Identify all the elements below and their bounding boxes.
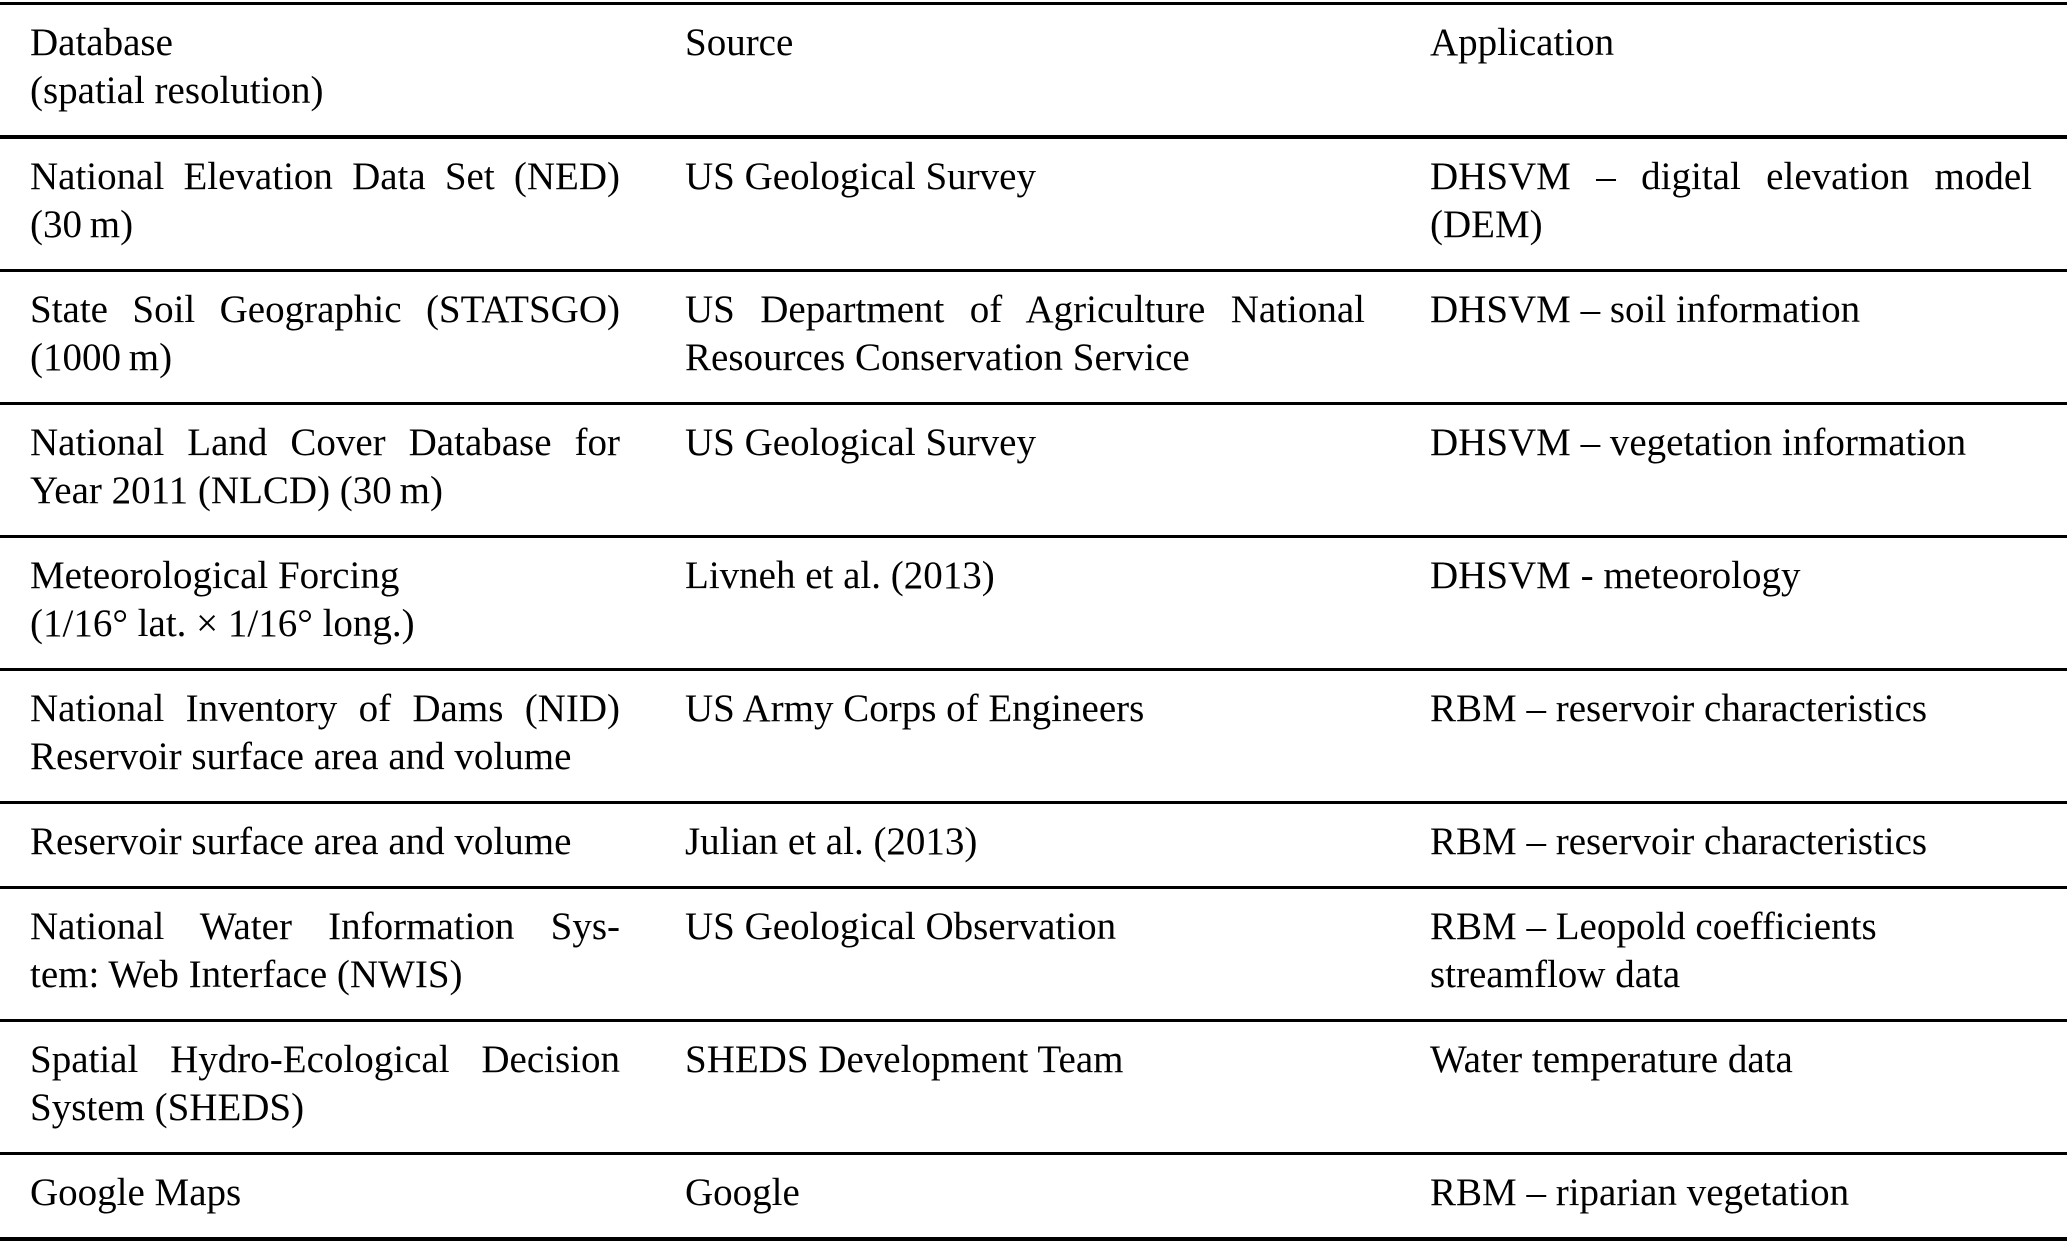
cell-line: US Army Corps of Engineers <box>685 687 1145 730</box>
cell-line: streamflow data <box>1430 953 1681 996</box>
cell-source: US Geological Survey <box>655 404 1400 537</box>
cell-line: SHEDS Development Team <box>685 1038 1124 1081</box>
cell-line: (spatial resolution) <box>30 69 324 112</box>
table-row: National Elevation Data Set (NED) (30 m) … <box>0 137 2067 271</box>
cell-source: US Department of Agriculture National Res… <box>655 271 1400 404</box>
cell-line: Julian et al. (2013) <box>685 820 978 863</box>
cell-line: RBM – reservoir characteristics <box>1430 687 1928 730</box>
cell-line: System (SHEDS) <box>30 1086 305 1129</box>
header-database: Database (spatial resolution) <box>0 4 655 138</box>
cell-database: National Land Cover Database for Year 201… <box>0 404 655 537</box>
cell-line: National Inventory of Dams (NID) <box>30 687 620 730</box>
cell-database: State Soil Geographic (STATSGO) (1000 m) <box>0 271 655 404</box>
cell-line: (DEM) <box>1430 203 1543 246</box>
cell-database: Meteorological Forcing (1/16° lat. × 1/16… <box>0 537 655 670</box>
cell-source: US Geological Survey <box>655 137 1400 271</box>
cell-line: Google <box>685 1171 800 1214</box>
cell-application: RBM – reservoir characteristics <box>1400 803 2067 888</box>
cell-line: State Soil Geographic (STATSGO) <box>30 288 620 331</box>
cell-line: Reservoir surface area and volume <box>30 820 572 863</box>
cell-database: Google Maps <box>0 1154 655 1240</box>
cell-line: US Geological Survey <box>685 421 1036 464</box>
cell-database: Spatial Hydro-Ecological Decision System … <box>0 1021 655 1154</box>
cell-line: Water temperature data <box>1430 1038 1793 1081</box>
cell-line: National Water Information Sys- <box>30 905 620 948</box>
cell-application: RBM – riparian vegetation <box>1400 1154 2067 1240</box>
header-application: Application <box>1400 4 2067 138</box>
cell-line: DHSVM – digital elevation model <box>1430 155 2032 198</box>
cell-database: National Water Information Sys-tem: Web … <box>0 888 655 1021</box>
cell-line: US Geological Survey <box>685 155 1036 198</box>
cell-line: Reservoir surface area and volume <box>30 735 572 778</box>
cell-line: (1000 m) <box>30 336 173 379</box>
cell-source: Julian et al. (2013) <box>655 803 1400 888</box>
cell-source: US Army Corps of Engineers <box>655 670 1400 803</box>
cell-line: RBM – reservoir characteristics <box>1430 820 1928 863</box>
table-row: Google Maps Google RBM – riparian vegeta… <box>0 1154 2067 1240</box>
cell-application: RBM – Leopold coefficients streamflow dat… <box>1400 888 2067 1021</box>
cell-line: Source <box>685 21 794 64</box>
cell-line: DHSVM - meteorology <box>1430 554 1801 597</box>
cell-line: tem: Web Interface (NWIS) <box>30 953 463 996</box>
cell-application: DHSVM - meteorology <box>1400 537 2067 670</box>
cell-line: DHSVM – soil information <box>1430 288 1861 331</box>
cell-source: SHEDS Development Team <box>655 1021 1400 1154</box>
cell-line: (30 m) <box>30 203 134 246</box>
cell-line: Spatial Hydro-Ecological Decision <box>30 1038 620 1081</box>
cell-line: National Elevation Data Set (NED) <box>30 155 620 198</box>
table-row: National Water Information Sys-tem: Web … <box>0 888 2067 1021</box>
header-row: Database (spatial resolution) Source Appl… <box>0 4 2067 138</box>
cell-source: Livneh et al. (2013) <box>655 537 1400 670</box>
table-row: National Inventory of Dams (NID) Reservoi… <box>0 670 2067 803</box>
cell-line: National Land Cover Database for <box>30 421 620 464</box>
table-row: National Land Cover Database for Year 201… <box>0 404 2067 537</box>
cell-line: US Department of Agriculture National <box>685 288 1365 331</box>
cell-line: Database <box>30 21 173 64</box>
cell-line: RBM – Leopold coefficients <box>1430 905 1877 948</box>
cell-line: (1/16° lat. × 1/16° long.) <box>30 602 415 645</box>
table-row: Reservoir surface area and volume Julian… <box>0 803 2067 888</box>
table-row: State Soil Geographic (STATSGO) (1000 m) … <box>0 271 2067 404</box>
cell-line: RBM – riparian vegetation <box>1430 1171 1850 1214</box>
cell-database: National Elevation Data Set (NED) (30 m) <box>0 137 655 271</box>
header-source: Source <box>655 4 1400 138</box>
cell-application: Water temperature data <box>1400 1021 2067 1154</box>
cell-application: DHSVM – soil information <box>1400 271 2067 404</box>
table-row: Spatial Hydro-Ecological Decision System … <box>0 1021 2067 1154</box>
cell-source: US Geological Observation <box>655 888 1400 1021</box>
cell-database: Reservoir surface area and volume <box>0 803 655 888</box>
cell-database: National Inventory of Dams (NID) Reservoi… <box>0 670 655 803</box>
cell-application: DHSVM – vegetation information <box>1400 404 2067 537</box>
cell-line: US Geological Observation <box>685 905 1117 948</box>
cell-line: Year 2011 (NLCD) (30 m) <box>30 469 443 512</box>
cell-line: DHSVM – vegetation information <box>1430 421 1967 464</box>
cell-line: Resources Conservation Service <box>685 336 1190 379</box>
cell-line: Google Maps <box>30 1171 242 1214</box>
cell-source: Google <box>655 1154 1400 1240</box>
table-row: Meteorological Forcing (1/16° lat. × 1/16… <box>0 537 2067 670</box>
cell-line: Meteorological Forcing <box>30 554 400 597</box>
cell-line: Application <box>1430 21 1615 64</box>
cell-application: DHSVM – digital elevation model (DEM) <box>1400 137 2067 271</box>
cell-application: RBM – reservoir characteristics <box>1400 670 2067 803</box>
cell-line: Livneh et al. (2013) <box>685 554 995 597</box>
